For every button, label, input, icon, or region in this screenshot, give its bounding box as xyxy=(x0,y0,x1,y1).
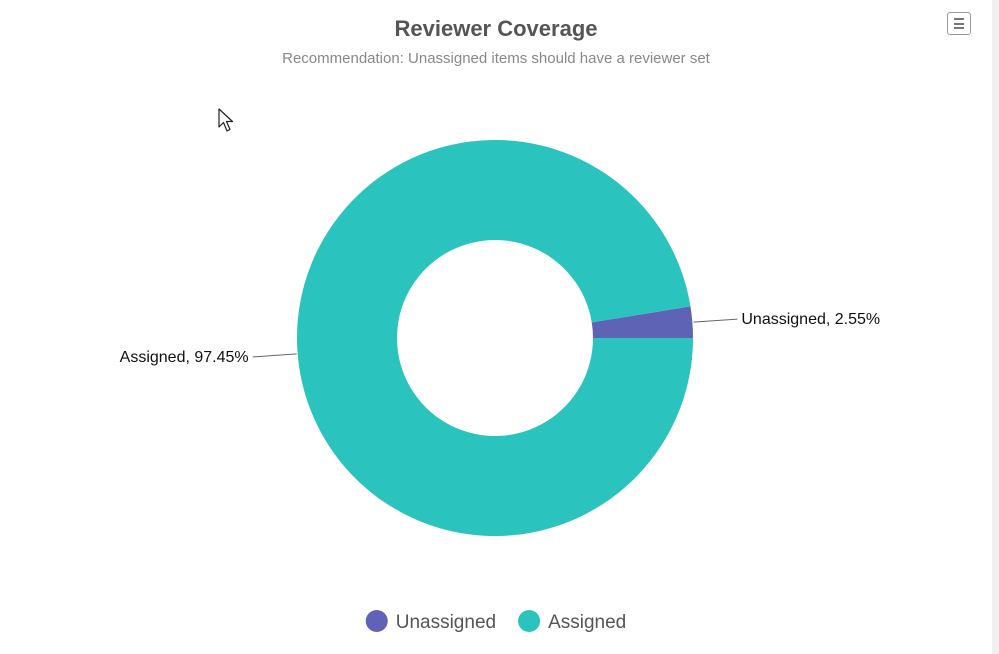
scrollbar-track[interactable] xyxy=(992,0,999,654)
pie-slice-assigned[interactable] xyxy=(297,140,693,537)
legend-item-unassigned[interactable]: Unassigned xyxy=(365,610,496,633)
chart-title: Reviewer Coverage xyxy=(394,16,598,41)
legend-marker-assigned xyxy=(518,610,541,632)
legend-label-unassigned: Unassigned xyxy=(396,612,496,633)
legend-item-assigned[interactable]: Assigned xyxy=(518,610,626,633)
legend-marker-unassigned xyxy=(365,610,388,632)
mouse-cursor-icon xyxy=(218,108,234,132)
data-label-connector-assigned xyxy=(252,353,297,358)
data-label-assigned: Assigned, 97.45% xyxy=(120,349,249,366)
data-label-unassigned: Unassigned, 2.55% xyxy=(741,311,880,328)
data-label-connector-unassigned xyxy=(693,318,738,323)
chart-subtitle: Recommendation: Unassigned items should … xyxy=(282,50,710,67)
pie-slice-unassigned[interactable] xyxy=(591,306,693,338)
chart-menu-button[interactable] xyxy=(947,12,971,35)
legend-label-assigned: Assigned xyxy=(548,612,626,633)
